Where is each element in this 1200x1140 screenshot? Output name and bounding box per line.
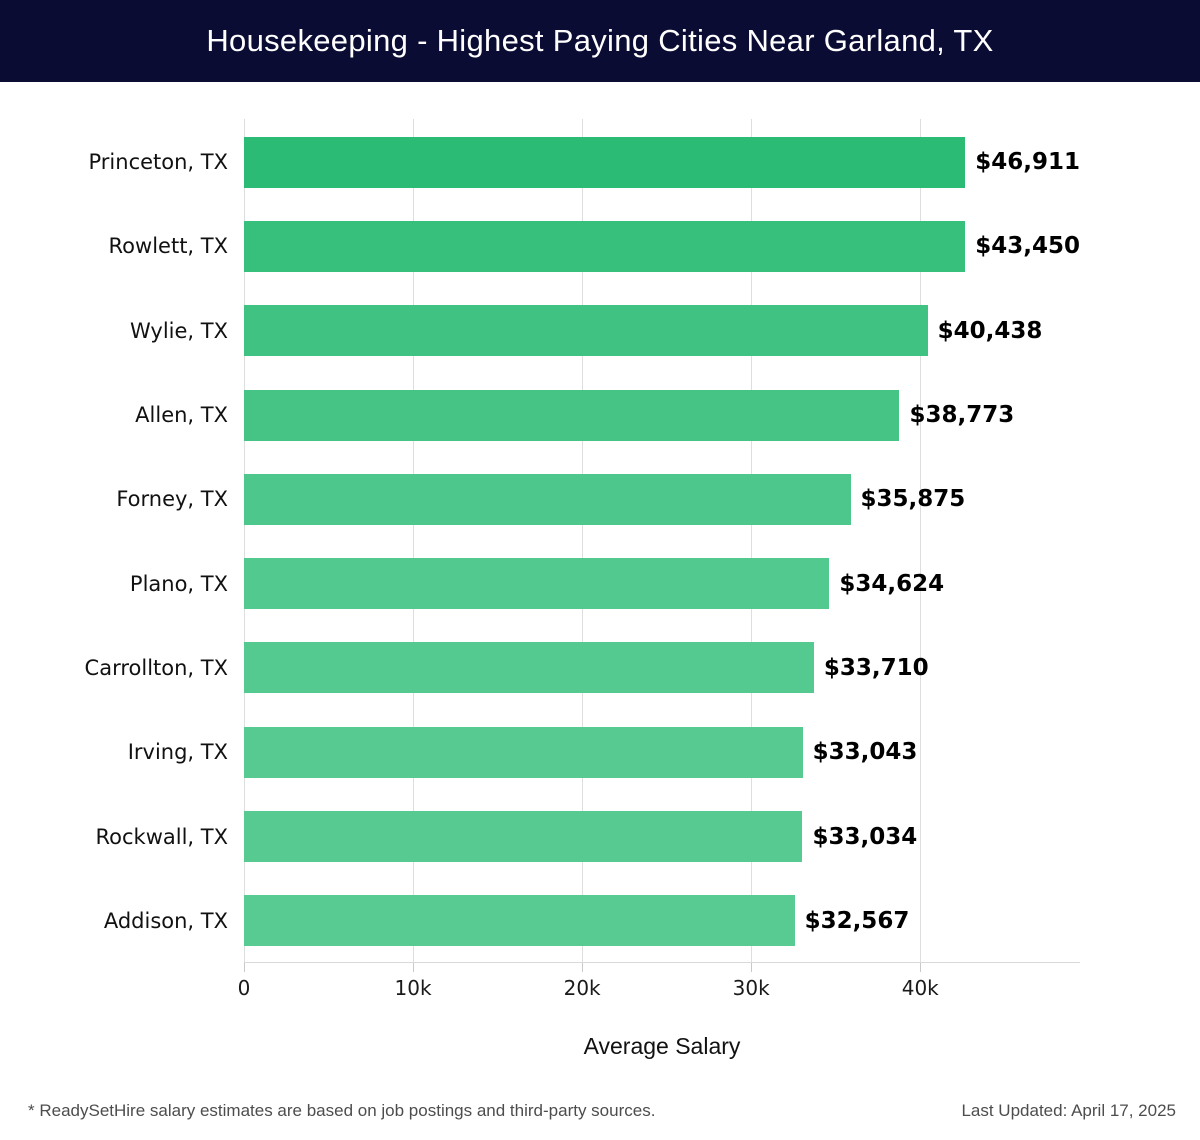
grid-overlay (244, 119, 1080, 963)
bar-track: $33,710 (244, 642, 1080, 694)
gridline (582, 119, 584, 962)
bar-rows: Princeton, TX $46,911 Rowlett, TX $43,450 Wy… (0, 120, 1080, 963)
bar-track: $33,034 (244, 811, 1080, 863)
x-tick-mark (582, 963, 584, 972)
x-tick-label: 30k (732, 976, 770, 1000)
last-updated: Last Updated: April 17, 2025 (961, 1101, 1176, 1120)
x-tick-label: 20k (563, 976, 601, 1000)
bar (244, 220, 966, 272)
bar-track: $38,773 (244, 389, 1080, 441)
bar-row: Rowlett, TX $43,450 (0, 204, 1080, 288)
bar-row: Plano, TX $34,624 (0, 541, 1080, 625)
x-tick-mark (413, 963, 415, 972)
x-axis-title: Average Salary (583, 1033, 741, 1059)
value-label: $40,438 (937, 317, 1043, 344)
category-label: Irving, TX (127, 740, 228, 765)
bar-row: Wylie, TX $40,438 (0, 289, 1080, 373)
x-tick-label: 0 (237, 976, 251, 1000)
category-label: Forney, TX (116, 487, 228, 512)
value-label: $33,710 (823, 654, 929, 681)
bar-row: Forney, TX $35,875 (0, 457, 1080, 541)
bar-track: $35,875 (244, 473, 1080, 525)
bar (244, 473, 851, 525)
x-tick-label: 10k (394, 976, 432, 1000)
value-label: $33,043 (812, 739, 918, 766)
x-tick-mark (751, 963, 753, 972)
category-label: Princeton, TX (88, 150, 229, 175)
x-tick-label: 40k (901, 976, 939, 1000)
bar-track: $32,567 (244, 895, 1080, 947)
x-tick-mark (244, 963, 245, 972)
bar-row: Allen, TX $38,773 (0, 373, 1080, 457)
bar (244, 558, 830, 610)
bar (244, 895, 795, 947)
category-label: Plano, TX (129, 571, 228, 596)
bar-track: $43,450 (244, 220, 1080, 272)
gridline (413, 119, 415, 962)
category-label: Carrollton, TX (84, 655, 228, 680)
x-tick-mark (920, 963, 922, 972)
bar-row: Irving, TX $33,043 (0, 710, 1080, 794)
x-axis-ticks: 0 10k 20k 30k 40k (238, 963, 1080, 1011)
value-label: $33,034 (812, 823, 918, 850)
bar (244, 726, 803, 778)
bar-track: $33,043 (244, 726, 1080, 778)
bar (244, 136, 966, 188)
value-label: $43,450 (975, 233, 1080, 260)
bar-track: $46,911 (244, 136, 1080, 188)
value-label: $38,773 (909, 402, 1015, 429)
category-label: Rowlett, TX (108, 234, 228, 259)
footer-note: * ReadySetHire salary estimates are base… (28, 1101, 656, 1120)
value-label: $35,875 (860, 486, 966, 513)
value-label: $32,567 (804, 907, 910, 934)
value-label: $34,624 (839, 570, 945, 597)
bar-row: Carrollton, TX $33,710 (0, 626, 1080, 710)
bar (244, 642, 814, 694)
category-label: Addison, TX (103, 908, 228, 933)
bar (244, 389, 900, 441)
chart-title: Housekeeping - Highest Paying Cities Nea… (206, 23, 994, 58)
bar-track: $34,624 (244, 558, 1080, 610)
bar-row: Addison, TX $32,567 (0, 879, 1080, 963)
gridline (751, 119, 753, 962)
category-label: Rockwall, TX (95, 824, 228, 849)
bar (244, 305, 928, 357)
bar-row: Princeton, TX $46,911 (0, 120, 1080, 204)
bar (244, 811, 803, 863)
header-bar: Housekeeping - Highest Paying Cities Nea… (0, 0, 1200, 82)
value-label: $46,911 (975, 149, 1080, 176)
gridline (244, 119, 245, 962)
bar-row: Rockwall, TX $33,034 (0, 794, 1080, 878)
category-label: Wylie, TX (130, 318, 228, 343)
bar-track: $40,438 (244, 305, 1080, 357)
category-label: Allen, TX (135, 403, 228, 428)
gridline (920, 119, 922, 962)
